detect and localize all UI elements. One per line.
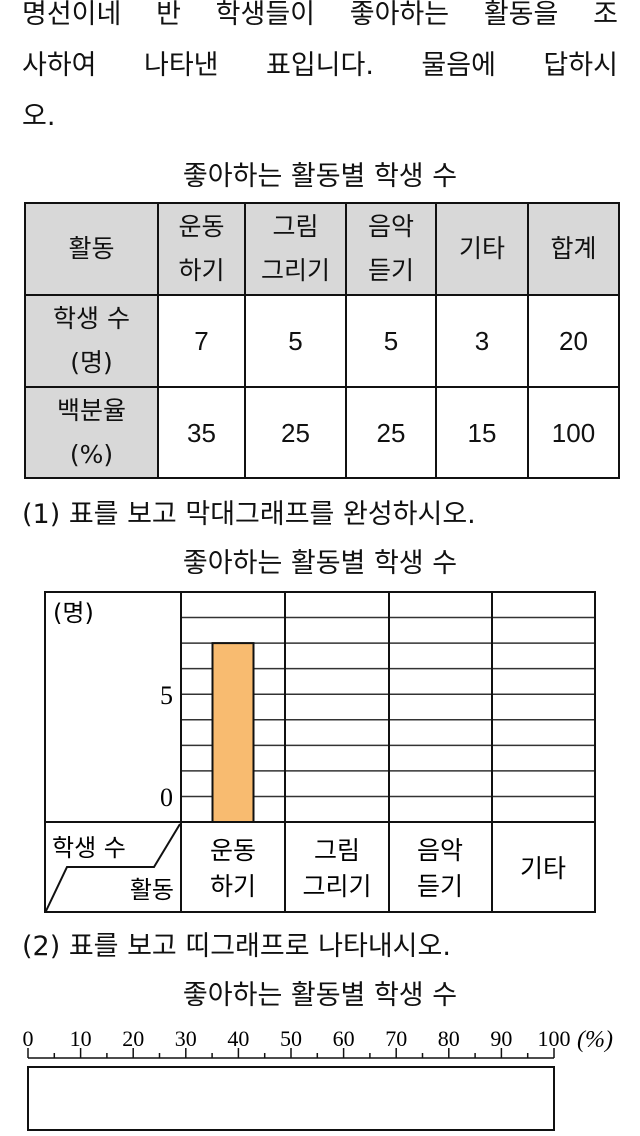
intro-line-2: 사하여 나타낸 표입니다. 물음에 답하시 xyxy=(22,49,618,83)
word: 표입니다. xyxy=(266,50,374,81)
data-table: 활동 운동 하기 그림 그리기 음악 듣기 기타 합계 학생 수 (명) 7 5 5 3… xyxy=(24,202,620,479)
x-tick-label: 듣기 xyxy=(417,872,463,901)
x-tick-label: 하기 xyxy=(210,872,256,901)
word: 활동을 xyxy=(483,0,559,30)
bars xyxy=(211,642,255,823)
word: 물음에 xyxy=(421,50,496,81)
x-tick-label: 기타 xyxy=(520,854,566,883)
word: 좋아하는 xyxy=(349,0,450,30)
ruler-label: 70 xyxy=(385,1026,407,1051)
header-cell: 음악 듣기 xyxy=(345,202,437,296)
ruler-label: 20 xyxy=(122,1026,144,1051)
cell: 35 xyxy=(157,386,246,479)
header-cell: 활동 xyxy=(24,202,159,296)
y-tick-label: 5 xyxy=(160,681,173,710)
ruler-label: 80 xyxy=(438,1026,460,1051)
word: 나타낸 xyxy=(144,50,219,81)
header-cell: 운동 하기 xyxy=(157,202,246,296)
word: 조 xyxy=(593,0,618,30)
x-tick-label: 운동 xyxy=(210,836,256,865)
ruler-label: 90 xyxy=(490,1026,512,1051)
x-tick-label: 음악 xyxy=(417,836,463,865)
header-cell: 그림 그리기 xyxy=(244,202,347,296)
word: 답하시 xyxy=(543,50,618,81)
cell: 20 xyxy=(527,294,620,388)
table-header-row: 활동 운동 하기 그림 그리기 음악 듣기 기타 합계 xyxy=(24,202,620,296)
ruler-label: 60 xyxy=(333,1026,355,1051)
ruler-label: 50 xyxy=(280,1026,302,1051)
ruler-label: 100 xyxy=(538,1026,571,1051)
row-label: 학생 수 (명) xyxy=(24,294,159,388)
corner-label-bottom: 활동 xyxy=(130,876,174,904)
intro-line-1: 명선이네 반 학생들이 좋아하는 활동을 조 xyxy=(22,0,618,32)
intro-line-3: 오. xyxy=(22,101,56,132)
strip-graph-title: 좋아하는 활동별 학생 수 xyxy=(182,980,458,1011)
row-label: 백분율 (%) xyxy=(24,386,159,479)
percent-ruler: 0 10 20 30 40 50 60 70 80 90 100 xyxy=(23,1026,571,1059)
bar xyxy=(211,642,255,823)
y-unit-label: (명) xyxy=(53,599,94,627)
cell: 25 xyxy=(345,386,437,479)
corner-diagonal xyxy=(45,823,181,912)
word: 명선이네 xyxy=(22,0,122,30)
ruler-unit: (%) xyxy=(577,1027,613,1053)
cell: 100 xyxy=(527,386,620,479)
cell: 15 xyxy=(435,386,529,479)
header-cell: 합계 xyxy=(527,202,620,296)
question-1: (1) 표를 보고 막대그래프를 완성하시오. xyxy=(22,499,476,530)
x-tick-label: 그리기 xyxy=(302,872,371,901)
ruler-label: 10 xyxy=(70,1026,92,1051)
ruler-label: 0 xyxy=(23,1026,34,1051)
question-2: (2) 표를 보고 띠그래프로 나타내시오. xyxy=(22,931,451,962)
corner-label-top: 학생 수 xyxy=(52,834,126,862)
word: 사하여 xyxy=(22,50,97,81)
word: 반 xyxy=(156,0,181,30)
bar-chart-title: 좋아하는 활동별 학생 수 xyxy=(182,548,458,579)
strip-graph-box[interactable] xyxy=(27,1066,555,1131)
y-tick-label: 0 xyxy=(160,783,173,812)
cell: 25 xyxy=(244,386,347,479)
ruler-label: 40 xyxy=(227,1026,249,1051)
cell: 7 xyxy=(157,294,246,388)
cell: 3 xyxy=(435,294,529,388)
chart-frame xyxy=(44,591,596,913)
table-row: 백분율 (%) 35 25 25 15 100 xyxy=(24,386,620,479)
header-cell: 기타 xyxy=(435,202,529,296)
table-row: 학생 수 (명) 7 5 5 3 20 xyxy=(24,294,620,388)
cell: 5 xyxy=(345,294,437,388)
word: 학생들이 xyxy=(215,0,316,30)
ruler-label: 30 xyxy=(175,1026,197,1051)
table-title: 좋아하는 활동별 학생 수 xyxy=(182,161,458,192)
x-tick-label: 그림 xyxy=(314,836,360,865)
cell: 5 xyxy=(244,294,347,388)
